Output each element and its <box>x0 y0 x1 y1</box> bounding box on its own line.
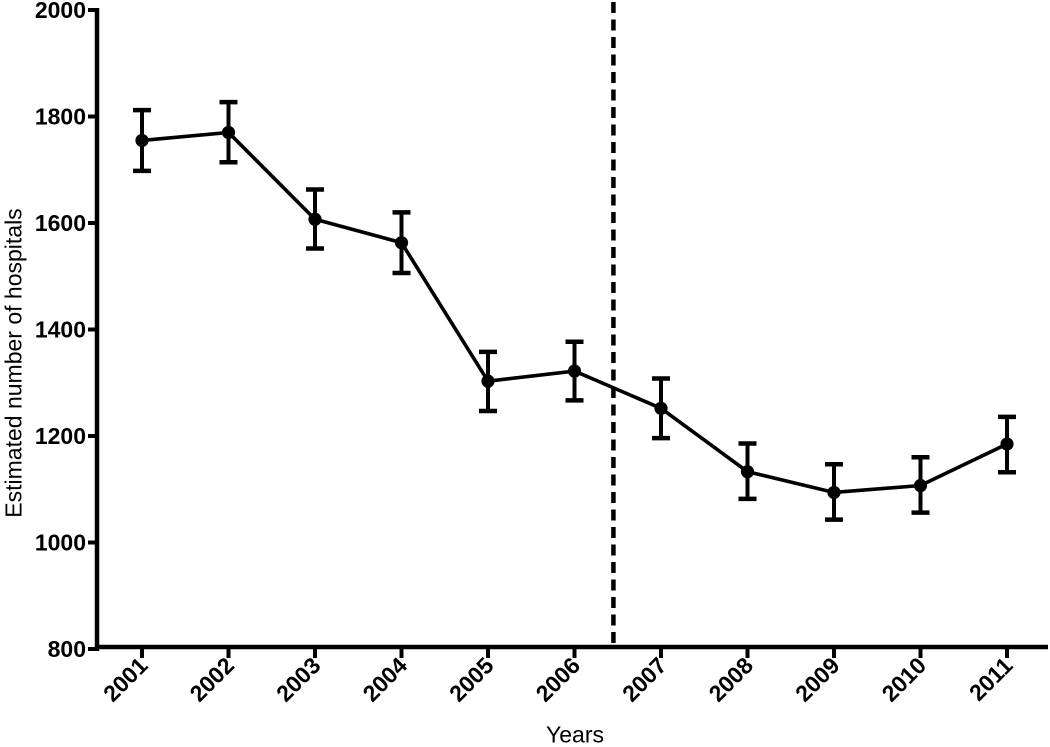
x-tick-label: 2009 <box>790 652 845 707</box>
x-tick-label: 2008 <box>703 652 758 707</box>
x-tick-label: 2005 <box>444 652 499 707</box>
data-point <box>827 485 841 500</box>
data-point <box>567 364 582 378</box>
y-tick-label: 1800 <box>35 104 86 130</box>
data-point <box>740 465 755 479</box>
y-tick-label: 1200 <box>35 423 86 449</box>
y-axis-title: Estimated number of hospitals <box>0 208 27 518</box>
series-line <box>141 130 1008 495</box>
x-axis-title: Years <box>546 721 604 747</box>
x-tick-label: 2001 <box>98 652 153 707</box>
data-point <box>654 401 668 415</box>
data-point <box>308 212 322 226</box>
y-tick-label: 800 <box>48 636 86 662</box>
x-tick-label: 2010 <box>876 652 931 707</box>
data-point <box>394 236 409 250</box>
data-point <box>221 125 236 140</box>
x-tick-label: 2011 <box>964 652 1018 706</box>
x-tick-label: 2002 <box>184 652 239 707</box>
y-tick-label: 1000 <box>35 530 86 556</box>
x-tick-label: 2007 <box>617 652 672 707</box>
data-point <box>1000 437 1014 451</box>
y-tick-label: 1400 <box>35 317 86 343</box>
x-tick-label: 2003 <box>271 652 326 707</box>
y-tick-label: 1600 <box>35 210 86 236</box>
data-point <box>135 133 149 148</box>
data-point <box>481 374 495 388</box>
x-tick-label: 2006 <box>530 652 585 707</box>
data-point <box>913 478 928 493</box>
x-tick-label: 2004 <box>357 652 412 707</box>
y-tick-label: 2000 <box>35 0 86 23</box>
